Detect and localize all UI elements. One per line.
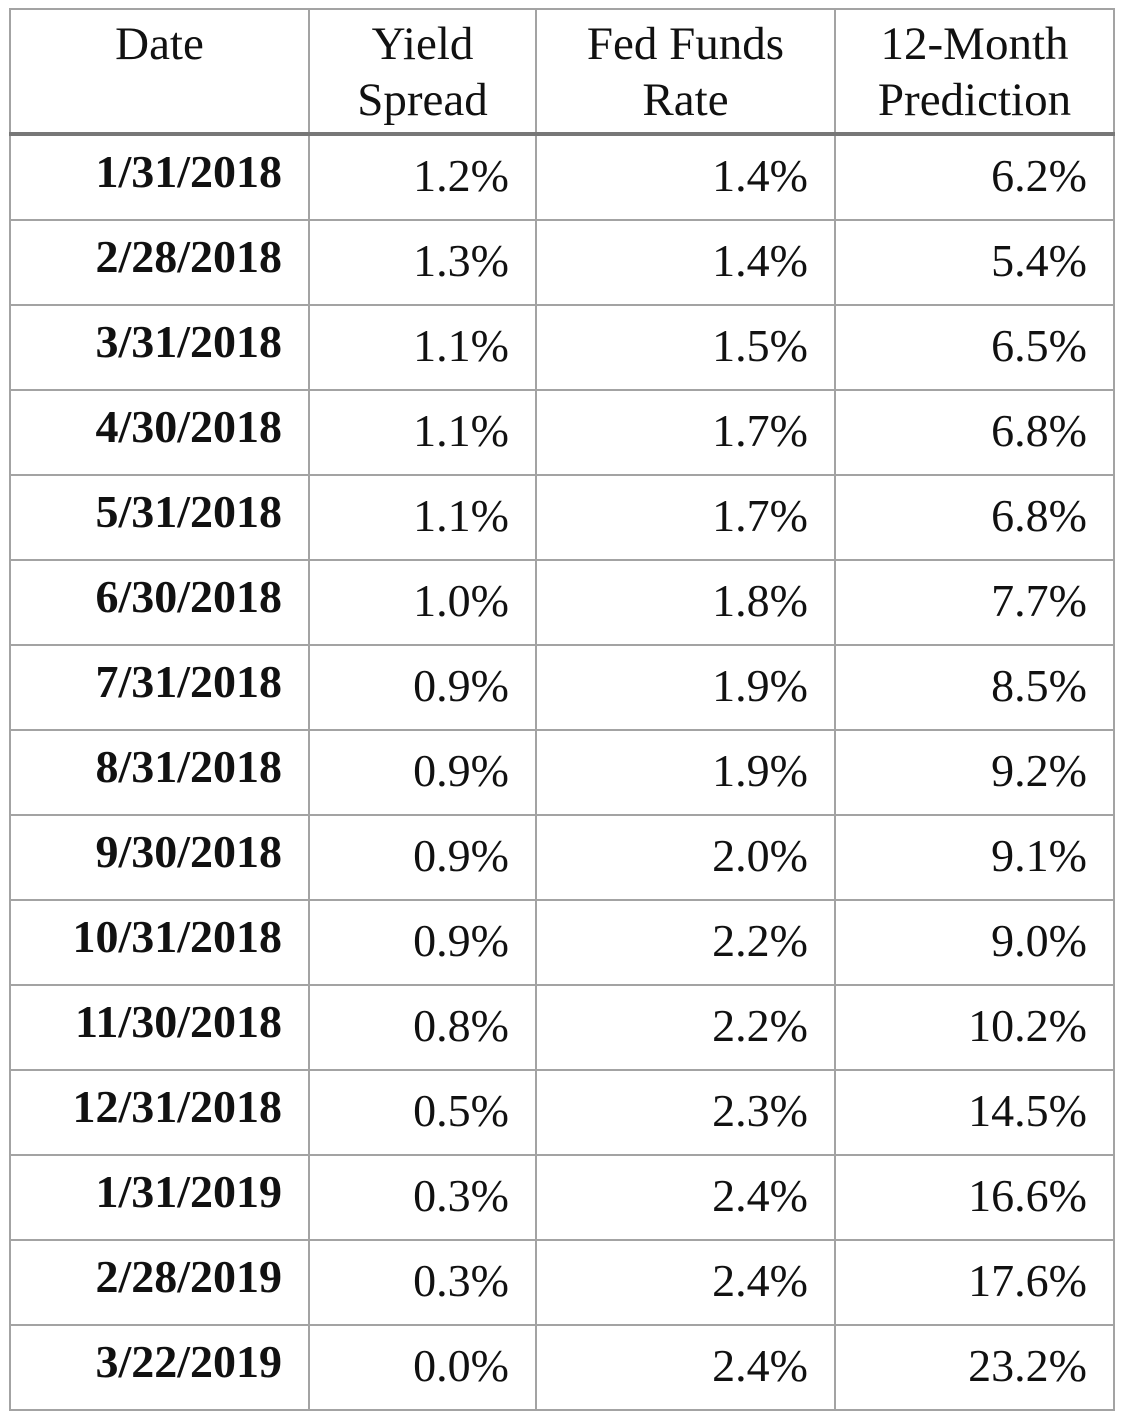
fed-funds-rate-cell: 2.2% <box>535 984 836 1071</box>
fed-funds-rate-cell: 1.4% <box>535 219 836 306</box>
table-row: 3/22/2019 0.0% 2.4% 23.2% <box>9 1324 1115 1411</box>
yield-spread-cell: 0.9% <box>308 644 537 731</box>
header-date-line-1: Date <box>115 18 204 70</box>
fed-funds-rate-cell: 2.4% <box>535 1154 836 1241</box>
prediction-cell: 6.8% <box>834 474 1115 561</box>
header-date: Date <box>9 8 310 136</box>
fed-funds-rate-cell: 2.4% <box>535 1239 836 1326</box>
header-12-month-prediction-line-2: Prediction <box>877 74 1072 126</box>
yield-spread-cell: 0.3% <box>308 1154 537 1241</box>
fed-funds-rate-cell: 1.8% <box>535 559 836 646</box>
fed-funds-rate-cell: 1.7% <box>535 389 836 476</box>
table-row: 2/28/2018 1.3% 1.4% 5.4% <box>9 219 1115 306</box>
date-cell: 3/22/2019 <box>9 1324 310 1411</box>
prediction-cell: 10.2% <box>834 984 1115 1071</box>
table-row: 4/30/2018 1.1% 1.7% 6.8% <box>9 389 1115 476</box>
prediction-cell: 14.5% <box>834 1069 1115 1156</box>
table-row: 7/31/2018 0.9% 1.9% 8.5% <box>9 644 1115 731</box>
table-row: 1/31/2019 0.3% 2.4% 16.6% <box>9 1154 1115 1241</box>
date-cell: 1/31/2019 <box>9 1154 310 1241</box>
header-12-month-prediction: 12-Month Prediction <box>834 8 1115 136</box>
prediction-cell: 9.2% <box>834 729 1115 816</box>
date-cell: 10/31/2018 <box>9 899 310 986</box>
table-row: 3/31/2018 1.1% 1.5% 6.5% <box>9 304 1115 391</box>
yield-spread-cell: 1.1% <box>308 389 537 476</box>
yield-spread-cell: 0.9% <box>308 899 537 986</box>
prediction-cell: 9.0% <box>834 899 1115 986</box>
yield-spread-cell: 1.1% <box>308 304 537 391</box>
fed-funds-rate-cell: 1.5% <box>535 304 836 391</box>
table-body: 1/31/2018 1.2% 1.4% 6.2% 2/28/2018 1.3% 1.4% 5.… <box>9 133 1115 1411</box>
fed-funds-rate-cell: 2.0% <box>535 814 836 901</box>
date-cell: 11/30/2018 <box>9 984 310 1071</box>
date-cell: 7/31/2018 <box>9 644 310 731</box>
fed-funds-rate-cell: 2.4% <box>535 1324 836 1411</box>
table-row: 9/30/2018 0.9% 2.0% 9.1% <box>9 814 1115 901</box>
date-cell: 8/31/2018 <box>9 729 310 816</box>
yield-spread-cell: 1.0% <box>308 559 537 646</box>
fed-funds-rate-cell: 2.2% <box>535 899 836 986</box>
date-cell: 9/30/2018 <box>9 814 310 901</box>
table-row: 8/31/2018 0.9% 1.9% 9.2% <box>9 729 1115 816</box>
yield-spread-cell: 1.3% <box>308 219 537 306</box>
yield-spread-cell: 1.1% <box>308 474 537 561</box>
yield-spread-cell: 0.0% <box>308 1324 537 1411</box>
date-cell: 3/31/2018 <box>9 304 310 391</box>
yield-spread-cell: 0.8% <box>308 984 537 1071</box>
date-cell: 2/28/2019 <box>9 1239 310 1326</box>
prediction-cell: 23.2% <box>834 1324 1115 1411</box>
table-row: 5/31/2018 1.1% 1.7% 6.8% <box>9 474 1115 561</box>
yield-spread-cell: 0.9% <box>308 814 537 901</box>
yield-spread-cell: 0.9% <box>308 729 537 816</box>
prediction-cell: 6.8% <box>834 389 1115 476</box>
date-cell: 12/31/2018 <box>9 1069 310 1156</box>
prediction-cell: 6.2% <box>834 133 1115 221</box>
table-row: 12/31/2018 0.5% 2.3% 14.5% <box>9 1069 1115 1156</box>
header-12-month-prediction-line-1: 12-Month <box>880 18 1069 70</box>
yield-spread-cell: 0.3% <box>308 1239 537 1326</box>
prediction-cell: 6.5% <box>834 304 1115 391</box>
header-yield-spread-line-2: Spread <box>357 74 488 126</box>
prediction-cell: 9.1% <box>834 814 1115 901</box>
fed-funds-rate-cell: 1.9% <box>535 644 836 731</box>
header-yield-spread: Yield Spread <box>308 8 537 136</box>
prediction-cell: 5.4% <box>834 219 1115 306</box>
header-fed-funds-rate-line-1: Fed Funds <box>586 18 785 70</box>
yield-spread-cell: 0.5% <box>308 1069 537 1156</box>
date-cell: 4/30/2018 <box>9 389 310 476</box>
table-row: 10/31/2018 0.9% 2.2% 9.0% <box>9 899 1115 986</box>
table-row: 1/31/2018 1.2% 1.4% 6.2% <box>9 133 1115 221</box>
yield-spread-cell: 1.2% <box>308 133 537 221</box>
fed-funds-rate-cell: 1.4% <box>535 133 836 221</box>
header-fed-funds-rate-line-2: Rate <box>642 74 729 126</box>
prediction-cell: 16.6% <box>834 1154 1115 1241</box>
header-row: Date Yield Spread Fed Funds Rate 12-Mont… <box>9 8 1115 136</box>
date-cell: 1/31/2018 <box>9 133 310 221</box>
table-row: 2/28/2019 0.3% 2.4% 17.6% <box>9 1239 1115 1326</box>
fed-funds-rate-cell: 1.7% <box>535 474 836 561</box>
header-yield-spread-line-1: Yield <box>371 18 474 70</box>
date-cell: 2/28/2018 <box>9 219 310 306</box>
prediction-cell: 7.7% <box>834 559 1115 646</box>
fed-funds-rate-cell: 1.9% <box>535 729 836 816</box>
fed-funds-rate-cell: 2.3% <box>535 1069 836 1156</box>
table-row: 11/30/2018 0.8% 2.2% 10.2% <box>9 984 1115 1071</box>
yield-spread-table: Date Yield Spread Fed Funds Rate 12-Mont… <box>9 8 1115 1411</box>
date-cell: 5/31/2018 <box>9 474 310 561</box>
header-fed-funds-rate: Fed Funds Rate <box>535 8 836 136</box>
prediction-cell: 17.6% <box>834 1239 1115 1326</box>
prediction-cell: 8.5% <box>834 644 1115 731</box>
date-cell: 6/30/2018 <box>9 559 310 646</box>
table-row: 6/30/2018 1.0% 1.8% 7.7% <box>9 559 1115 646</box>
data-table-container: Date Yield Spread Fed Funds Rate 12-Mont… <box>9 8 1115 1411</box>
